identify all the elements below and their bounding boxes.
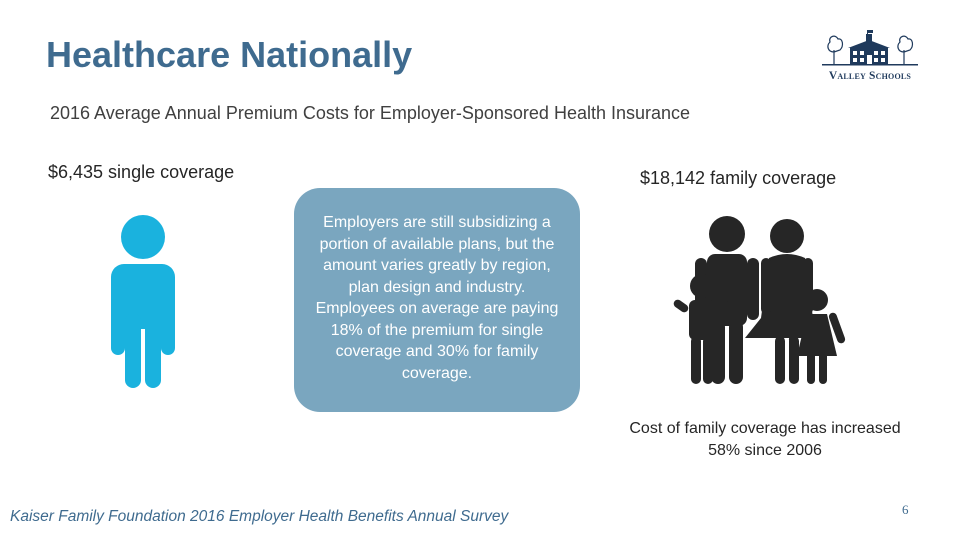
family-cost-increase-note: Cost of family coverage has increased 58… bbox=[629, 420, 901, 459]
slide-title: Healthcare Nationally bbox=[46, 34, 413, 75]
slide-subtitle: 2016 Average Annual Premium Costs for Em… bbox=[50, 103, 691, 123]
family-coverage-label: $18,142 family coverage bbox=[640, 168, 837, 188]
source-citation: Kaiser Family Foundation 2016 Employer H… bbox=[10, 508, 509, 525]
family-icon bbox=[673, 216, 846, 384]
employer-subsidy-callout: Employers are still subsidizing a portio… bbox=[294, 188, 580, 412]
valley-schools-logo: Valley Schools bbox=[818, 30, 922, 86]
school-building-icon bbox=[822, 30, 918, 66]
person-icon bbox=[111, 215, 175, 388]
single-coverage-label: $6,435 single coverage bbox=[48, 162, 235, 182]
page-number: 6 bbox=[902, 502, 909, 517]
logo-text: Valley Schools bbox=[828, 70, 912, 82]
